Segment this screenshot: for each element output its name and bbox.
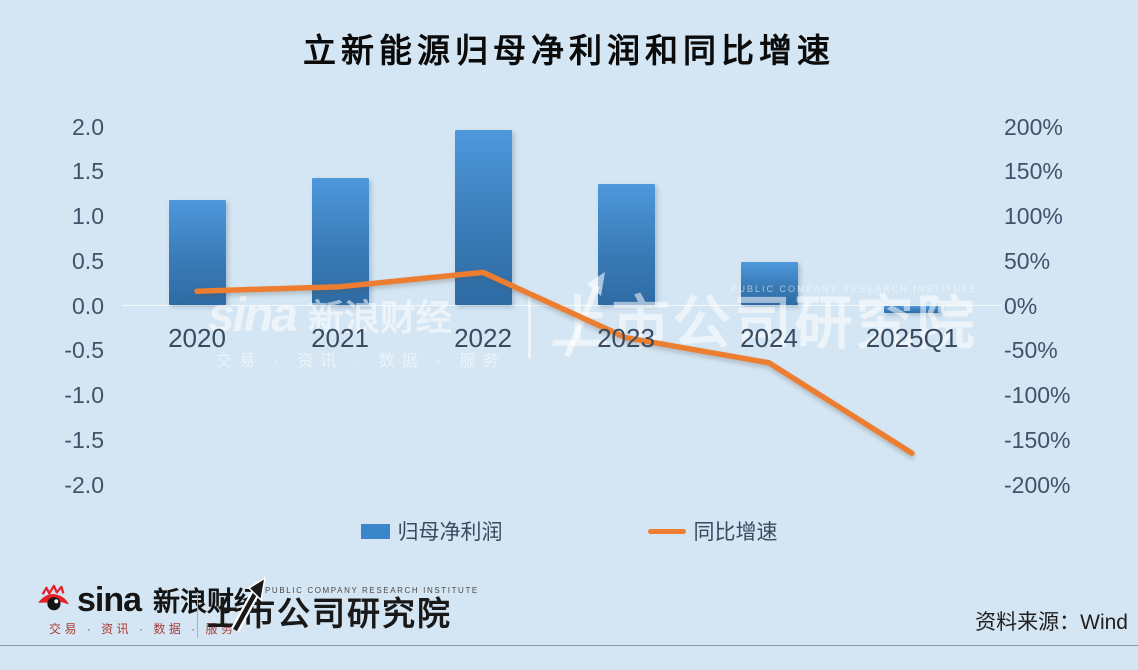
zero-gridline: [122, 305, 1002, 306]
legend: 归母净利润 同比增速: [0, 516, 1138, 546]
research-institute-logo: PUBLIC COMPANY RESEARCH INSTITUTE 上市公司研究…: [207, 576, 479, 633]
line-legend-label: 同比增速: [693, 521, 778, 544]
left-axis-tick: 2.0: [72, 113, 104, 140]
net-profit-bar: [740, 261, 798, 306]
left-axis-tick: -0.5: [64, 337, 104, 364]
net-profit-bar: [883, 305, 941, 313]
right-axis-tick: 0%: [1004, 292, 1038, 319]
x-axis-label: 2023: [597, 323, 655, 353]
institute-up-arrow-icon: [231, 576, 267, 633]
sina-tagline: 交易 · 资讯 · 数据 · 服务: [49, 622, 237, 636]
x-axis-label: 2024: [740, 323, 798, 353]
line-legend-swatch-icon: [647, 528, 686, 534]
footer-logo-divider: [197, 592, 198, 638]
net-profit-bar: [311, 177, 369, 306]
data-source-label: 资料来源：Wind: [975, 611, 1128, 634]
left-axis-tick: 1.5: [72, 158, 104, 185]
institute-english-label: PUBLIC COMPANY RESEARCH INSTITUTE: [265, 586, 479, 595]
x-axis-label: 2022: [454, 323, 512, 353]
right-axis-tick: 200%: [1004, 113, 1063, 140]
right-axis-tick: -100%: [1004, 382, 1071, 408]
footer-separator-line: [0, 645, 1138, 646]
x-axis-label: 2020: [168, 323, 226, 353]
right-axis-tick: -50%: [1004, 337, 1058, 364]
legend-item-net-profit: 归母净利润: [360, 516, 503, 546]
left-axis-tick: 0.5: [72, 247, 104, 274]
legend-item-yoy-growth: 同比增速: [647, 516, 778, 546]
sina-eye-icon: [38, 584, 69, 611]
right-axis-tick: 150%: [1004, 158, 1063, 185]
right-axis-tick: -150%: [1004, 426, 1071, 453]
left-axis-tick: 0.0: [72, 292, 104, 319]
sina-wordmark: sina: [77, 580, 142, 619]
right-axis-tick: 100%: [1004, 203, 1063, 229]
chart-title: 立新能源归母净利润和同比增速: [303, 32, 835, 69]
bar-legend-label: 归母净利润: [397, 521, 503, 544]
right-axis-tick: 50%: [1004, 247, 1051, 274]
net-profit-bar: [597, 183, 655, 306]
net-profit-bar: [454, 130, 512, 306]
left-axis-tick: 1.0: [72, 203, 104, 229]
x-axis-label: 2021: [311, 323, 369, 353]
left-axis-tick: -1.0: [64, 382, 104, 408]
bar-legend-swatch-icon: [360, 523, 390, 539]
x-axis-label: 2025Q1: [865, 323, 959, 353]
yoy-growth-line: [194, 269, 915, 456]
net-profit-bar: [168, 199, 226, 306]
sina-finance-logo: sina 新浪财经 交易 · 资讯 · 数据 · 服务: [33, 580, 261, 637]
left-axis-tick: -2.0: [64, 471, 104, 498]
left-axis-tick: -1.5: [64, 426, 104, 453]
right-axis-tick: -200%: [1004, 471, 1071, 498]
